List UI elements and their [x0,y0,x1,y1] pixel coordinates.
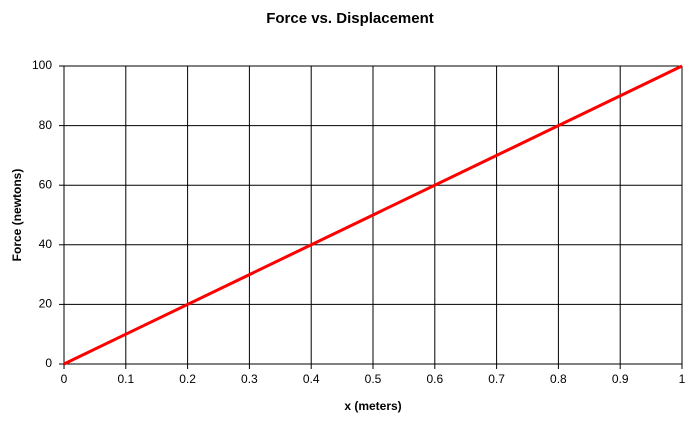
x-tick-label: 0.6 [426,372,443,386]
x-tick-label: 0.8 [550,372,567,386]
x-tick-label: 0.5 [365,372,382,386]
x-tick-label: 0.3 [241,372,258,386]
x-tick-label: 0.1 [117,372,134,386]
chart-title: Force vs. Displacement [266,10,434,27]
x-tick-label: 0.2 [179,372,196,386]
x-tick-label: 0.9 [612,372,629,386]
x-tick-label: 1 [679,372,686,386]
data-line [63,64,683,366]
x-tick-label: 0.4 [303,372,320,386]
y-tick-label: 80 [39,118,53,132]
y-tick-label: 40 [39,237,53,251]
x-tick-label: 0.7 [488,372,505,386]
y-tick-label: 0 [45,356,52,370]
y-axis-label: Force (newtons) [10,169,24,262]
y-tick-label: 100 [32,58,52,72]
y-tick-label: 60 [39,177,53,191]
x-tick-label: 0 [61,372,68,386]
x-axis-label: x (meters) [344,399,401,413]
y-tick-label: 20 [39,297,53,311]
